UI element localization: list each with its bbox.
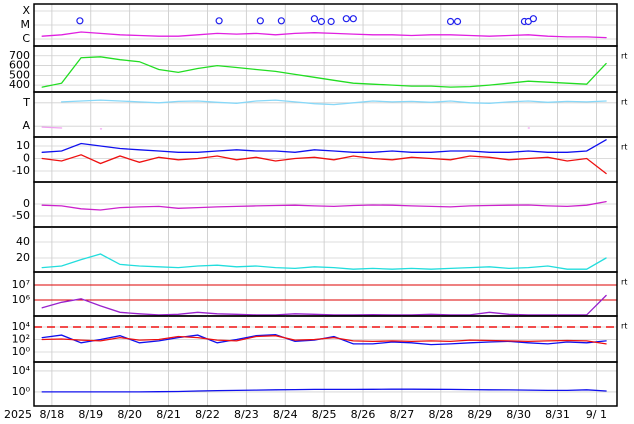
- y-tick-label: 10⁷: [12, 278, 30, 291]
- x-tick-label: 8/22: [195, 408, 220, 421]
- series-line: [41, 31, 607, 39]
- flare-marker: [256, 17, 264, 25]
- flare-marker: [215, 17, 223, 25]
- x-tick-label: 9/ 1: [586, 408, 607, 421]
- series-line: [41, 253, 607, 270]
- y-tick-label: 400: [9, 78, 30, 91]
- y-tick-label: -50: [12, 209, 30, 222]
- year-label: 2025: [4, 408, 32, 421]
- x-tick-label: 8/27: [390, 408, 415, 421]
- flare-marker: [327, 17, 335, 26]
- y-tick-label: 10: [16, 139, 30, 152]
- x-tick-label: 8/21: [156, 408, 181, 421]
- y-tick-label: 10⁴: [12, 320, 31, 333]
- y-tick-label: T: [22, 96, 30, 109]
- series-line: [41, 200, 607, 211]
- x-tick-label: 8/29: [467, 408, 492, 421]
- panel-frame: [33, 226, 618, 273]
- flare-marker: [317, 17, 326, 26]
- series-line: [41, 335, 607, 345]
- panel-frame: [33, 136, 618, 183]
- x-tick-label: 8/18: [40, 408, 65, 421]
- y-tick-label: 0: [23, 197, 30, 210]
- y-tick-label: A: [22, 119, 30, 132]
- x-tick-label: 8/30: [506, 408, 531, 421]
- y-tick-label: X: [22, 4, 30, 17]
- y-tick-label: -10: [12, 164, 30, 177]
- x-tick-label: 8/26: [351, 408, 376, 421]
- y-tick-label: 10⁴: [12, 364, 31, 377]
- flare-marker: [453, 17, 462, 26]
- series-line: [41, 294, 607, 316]
- y-tick-label: C: [22, 32, 30, 45]
- x-tick-label: 8/28: [428, 408, 453, 421]
- x-tick-label: 8/19: [78, 408, 103, 421]
- series-line: [41, 388, 607, 393]
- y-tick-label: 10⁶: [12, 293, 31, 306]
- right-label: rt: [621, 98, 627, 107]
- y-tick-label: 40: [16, 235, 30, 248]
- x-tick-label: 8/25: [312, 408, 337, 421]
- y-tick-label: 10⁰: [12, 345, 31, 358]
- x-tick-label: 8/31: [545, 408, 570, 421]
- right-label: rt: [621, 143, 627, 152]
- y-tick-label: 500: [9, 68, 30, 81]
- x-tick-label: 8/23: [234, 408, 259, 421]
- flare-marker: [310, 15, 319, 23]
- panel-frame: [33, 271, 618, 317]
- x-tick-label: 8/20: [117, 408, 142, 421]
- y-tick-label: 20: [16, 251, 30, 264]
- panel-frame: [33, 361, 618, 407]
- right-label: rt: [621, 52, 627, 61]
- flare-marker: [277, 17, 285, 25]
- series-line: [41, 139, 607, 153]
- y-tick-label: 600: [9, 59, 30, 72]
- series-line: [60, 99, 607, 106]
- series-line: [41, 154, 607, 175]
- y-tick-label: M: [21, 18, 31, 31]
- flare-marker: [342, 15, 350, 23]
- y-tick-label: 10²: [12, 332, 30, 345]
- right-label: rt: [621, 322, 627, 331]
- x-tick-label: 8/24: [273, 408, 298, 421]
- flare-marker: [76, 17, 84, 25]
- y-tick-label: 0: [23, 152, 30, 165]
- flare-marker: [349, 15, 357, 23]
- series-line: [41, 126, 530, 130]
- flare-marker: [446, 17, 455, 26]
- y-tick-label: 700: [9, 49, 30, 62]
- right-label: rt: [621, 278, 627, 287]
- series-line: [41, 56, 607, 88]
- panel-frame: [33, 91, 618, 138]
- y-tick-label: 10⁰: [12, 385, 31, 398]
- flare-marker: [529, 15, 537, 23]
